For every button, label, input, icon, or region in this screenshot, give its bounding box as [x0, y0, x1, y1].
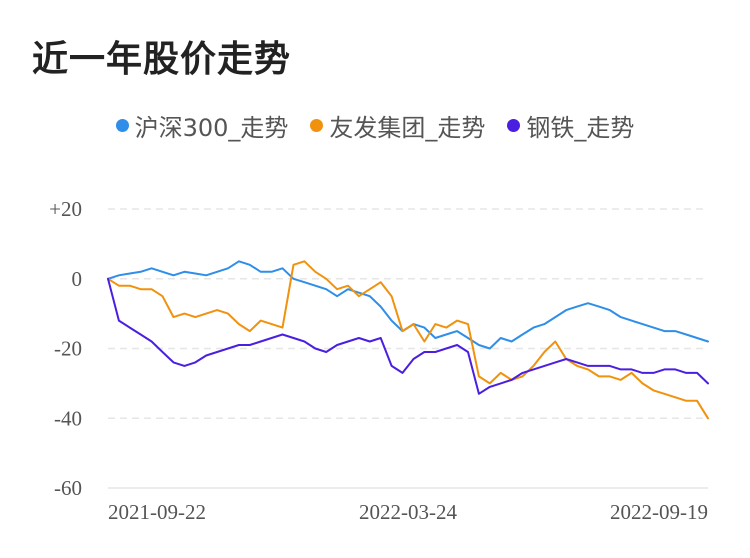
legend-item-series-0[interactable]: 沪深300_走势	[115, 108, 289, 143]
y-tick-label: -60	[54, 476, 82, 500]
y-tick-label: 0	[72, 267, 83, 291]
legend-label: 钢铁_走势	[526, 114, 635, 142]
y-tick-label: -20	[54, 337, 82, 361]
legend-item-series-2[interactable]: 钢铁_走势	[507, 108, 634, 143]
y-axis-ticks: +20 0 -20 -40 -60	[49, 197, 82, 500]
chart-legend: 沪深300_走势 友发集团_走势 钢铁_走势	[0, 108, 750, 143]
x-tick-label: 2021-09-22	[108, 500, 206, 524]
y-tick-label: +20	[49, 197, 82, 221]
legend-label: 沪深300_走势	[134, 114, 289, 142]
series-line-0	[107, 260, 709, 350]
legend-item-series-1[interactable]: 友发集团_走势	[310, 108, 485, 143]
grid-layer	[108, 208, 708, 489]
series-line-1	[107, 260, 709, 420]
legend-label: 友发集团_走势	[329, 114, 486, 142]
series-line-2	[107, 277, 709, 395]
chart-title: 近一年股价走势	[32, 39, 292, 80]
legend-dot-icon	[507, 119, 521, 132]
legend-dot-icon	[310, 119, 324, 132]
legend-dot-icon	[115, 119, 129, 132]
y-tick-label: -40	[54, 406, 82, 430]
x-tick-label: 2022-03-24	[359, 500, 457, 524]
series-layer	[107, 260, 709, 420]
x-axis-ticks: 2021-09-22 2022-03-24 2022-09-19	[108, 500, 708, 524]
x-tick-label: 2022-09-19	[610, 500, 708, 524]
